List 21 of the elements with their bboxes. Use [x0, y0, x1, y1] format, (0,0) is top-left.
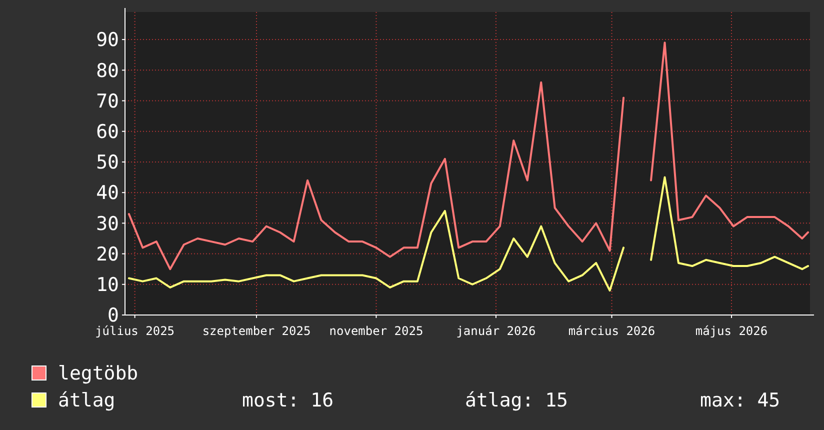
text: átlag: 15 [465, 390, 568, 412]
y-tick-label: 80 [96, 60, 119, 82]
y-tick-label: 70 [96, 90, 119, 112]
y-tick-label: 20 [96, 243, 119, 266]
x-tick-label: november 2025 [329, 324, 424, 338]
x-tick-label: szeptember 2025 [202, 324, 311, 338]
x-tick-label: március 2026 [568, 324, 656, 338]
y-tick-label: 60 [96, 121, 119, 144]
text: max: 45 [700, 390, 780, 412]
y-tick-label: 40 [96, 182, 119, 204]
x-tick-label: január 2026 [456, 324, 536, 338]
y-tick-label: 90 [96, 29, 119, 52]
text: most: 16 [242, 390, 334, 412]
y-tick-label: 30 [96, 212, 119, 235]
x-tick-label: július 2025 [95, 324, 175, 338]
legend-label: legtöbb [58, 362, 138, 385]
y-tick-label: 0 [108, 304, 119, 327]
x-tick-label: május 2026 [695, 324, 768, 338]
y-tick-label: 50 [96, 152, 119, 174]
y-tick-label: 10 [96, 274, 119, 296]
legend-label: átlag [58, 390, 116, 412]
